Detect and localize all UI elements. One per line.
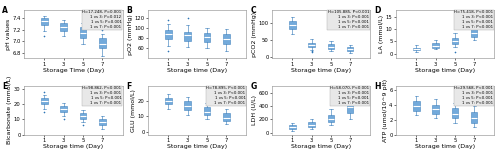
Text: H=78.895, P<0.001
1 vs 3: P<0.001
1 vs 5: P<0.001
1 vs 7: P<0.001: H=78.895, P<0.001 1 vs 3: P<0.001 1 vs 5… (206, 86, 246, 105)
PathPatch shape (41, 98, 48, 104)
PathPatch shape (80, 27, 86, 38)
Text: A: A (2, 6, 8, 15)
X-axis label: Storage time (Day): Storage time (Day) (167, 144, 228, 149)
PathPatch shape (347, 47, 354, 51)
X-axis label: Storage time (Day): Storage time (Day) (291, 68, 352, 73)
PathPatch shape (80, 113, 86, 119)
Y-axis label: pO2 (mmHg): pO2 (mmHg) (128, 14, 133, 55)
PathPatch shape (452, 38, 458, 44)
Text: B: B (126, 6, 132, 15)
PathPatch shape (308, 43, 315, 47)
X-axis label: Storage Time (Day): Storage Time (Day) (42, 68, 104, 73)
PathPatch shape (41, 18, 48, 25)
Text: H=58.070, P<0.001
1 vs 3: P<0.001
1 vs 5: P<0.001
1 vs 7: P<0.001: H=58.070, P<0.001 1 vs 3: P<0.001 1 vs 5… (330, 86, 370, 105)
Y-axis label: pCO2 (mmHg): pCO2 (mmHg) (252, 12, 257, 57)
PathPatch shape (184, 101, 191, 110)
PathPatch shape (347, 100, 354, 113)
PathPatch shape (223, 113, 230, 121)
Text: F: F (126, 82, 132, 91)
X-axis label: Storage time (Day): Storage time (Day) (415, 68, 476, 73)
Y-axis label: LA (mmol/L): LA (mmol/L) (380, 15, 384, 53)
PathPatch shape (432, 105, 439, 114)
X-axis label: Storage time (Day): Storage time (Day) (167, 68, 228, 73)
PathPatch shape (204, 107, 210, 115)
Text: D: D (374, 6, 380, 15)
Text: H: H (374, 82, 381, 91)
PathPatch shape (165, 30, 172, 39)
PathPatch shape (223, 34, 230, 44)
Text: G: G (250, 82, 256, 91)
Text: H=98.862, P<0.001
1 vs 3: P<0.001
1 vs 5: P<0.001
1 vs 7: P<0.001: H=98.862, P<0.001 1 vs 3: P<0.001 1 vs 5… (82, 86, 122, 105)
Text: E: E (2, 82, 7, 91)
PathPatch shape (432, 43, 439, 48)
Text: H=17.248, P=0.001
1 vs 3: P=0.012
1 vs 5: P=0.001
1 vs 7: P<0.001: H=17.248, P=0.001 1 vs 3: P=0.012 1 vs 5… (82, 10, 122, 29)
X-axis label: Storage time (Day): Storage time (Day) (43, 144, 104, 149)
X-axis label: Storage time (Day): Storage time (Day) (415, 144, 476, 149)
PathPatch shape (60, 23, 67, 31)
PathPatch shape (471, 112, 478, 123)
PathPatch shape (328, 44, 334, 49)
Y-axis label: Bicarbonate (mmol/L): Bicarbonate (mmol/L) (8, 76, 12, 144)
PathPatch shape (165, 98, 172, 104)
Text: H=75.418, P<0.001
1 vs 3: P<0.001
1 vs 5: P<0.001
1 vs 7: P<0.001: H=75.418, P<0.001 1 vs 3: P<0.001 1 vs 5… (454, 10, 494, 29)
PathPatch shape (60, 106, 67, 112)
Text: H=105.885, P<0.001
1 vs 3: P<0.001
1 vs 5: P<0.001
1 vs 7: P<0.001: H=105.885, P<0.001 1 vs 3: P<0.001 1 vs … (328, 10, 370, 29)
PathPatch shape (184, 32, 191, 41)
Y-axis label: pH values: pH values (6, 19, 11, 50)
PathPatch shape (289, 125, 296, 129)
PathPatch shape (289, 21, 296, 29)
PathPatch shape (99, 119, 105, 126)
Text: H=29.568, P<0.001
1 vs 3: P<0.001
1 vs 5: P<0.001
1 vs 7: P<0.001: H=29.568, P<0.001 1 vs 3: P<0.001 1 vs 5… (454, 86, 494, 105)
PathPatch shape (413, 48, 420, 51)
Text: C: C (250, 6, 256, 15)
PathPatch shape (308, 122, 315, 127)
PathPatch shape (413, 101, 420, 111)
PathPatch shape (471, 27, 478, 37)
PathPatch shape (452, 108, 458, 118)
Y-axis label: ATP (umol/10^9 plt): ATP (umol/10^9 plt) (383, 79, 388, 142)
PathPatch shape (204, 33, 210, 42)
Y-axis label: LDH (U/L): LDH (U/L) (252, 95, 257, 125)
PathPatch shape (328, 115, 334, 122)
PathPatch shape (99, 38, 105, 48)
Y-axis label: GLU (mmol/L): GLU (mmol/L) (132, 89, 136, 132)
X-axis label: Storage time (Day): Storage time (Day) (291, 144, 352, 149)
